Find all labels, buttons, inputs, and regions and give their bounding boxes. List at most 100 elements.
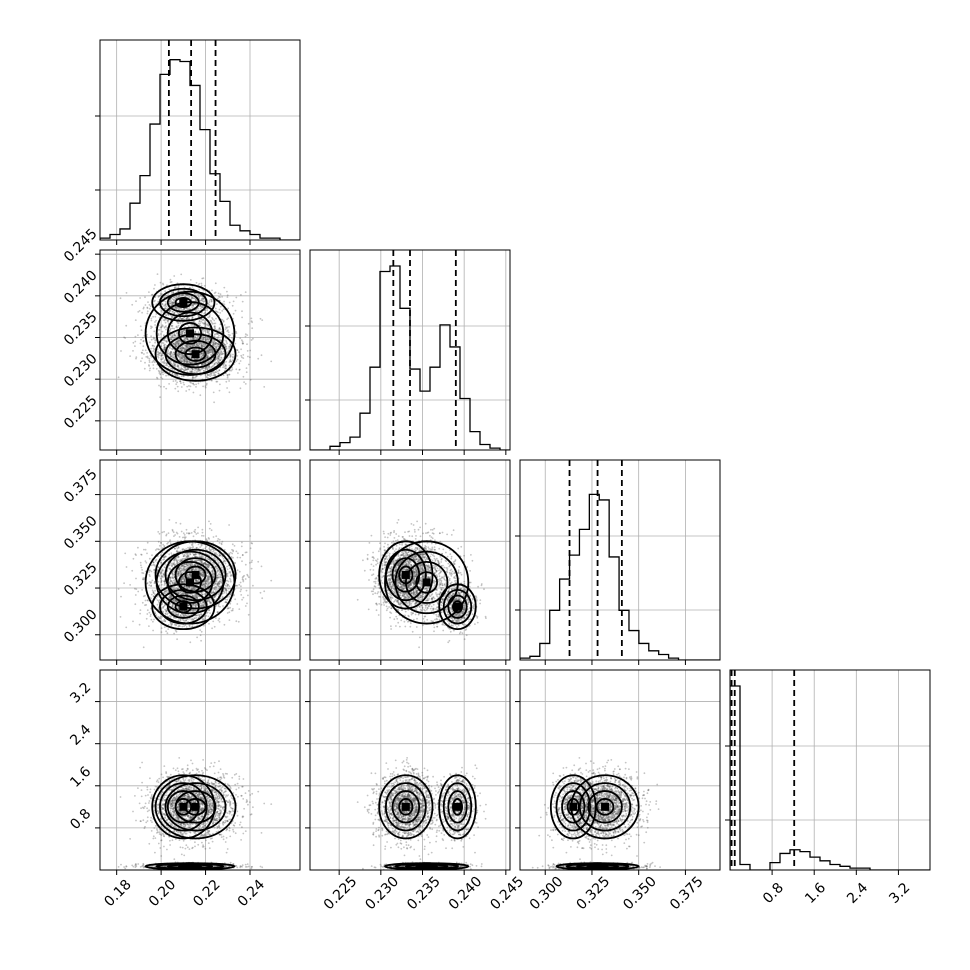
y-tick-label: 0.240 [61,268,101,308]
sample-point [190,532,193,534]
sample-point [186,555,189,558]
sample-point [146,613,149,615]
sample-point [192,377,194,379]
sample-point [189,546,191,549]
sample-point [142,578,144,581]
sample-point [163,348,166,351]
sample-point [181,347,184,349]
sample-point [188,355,191,358]
sample-point [177,296,180,298]
sample-point [153,330,156,333]
sample-point [214,322,217,325]
sample-point [142,340,145,342]
sample-point [201,555,204,558]
sample-point [207,374,210,376]
sample-point [261,319,264,321]
sample-point [206,585,208,588]
sample-point [182,592,185,595]
sample-point [211,571,214,573]
sample-point [182,355,185,358]
sample-point [187,303,189,305]
sample-point [228,391,231,394]
sample-point [191,316,194,319]
sample-point [190,575,192,577]
sample-point [170,624,173,627]
sample-point [179,566,181,569]
sample-point [158,372,161,374]
sample-point [229,358,232,361]
sample-point [201,299,204,302]
sample-point [215,586,218,588]
sample-point [219,305,222,308]
sample-point [152,360,155,362]
sample-point [214,343,217,345]
sample-point [207,361,210,364]
sample-point [184,367,187,370]
sample-point [206,577,208,580]
sample-point [219,352,222,354]
sample-point [190,323,192,326]
sample-point [179,625,181,628]
sample-point [160,554,162,556]
sample-point [163,362,166,365]
sample-point [221,353,223,356]
sample-point [211,352,214,354]
sample-point [163,346,166,349]
sample-point [236,349,239,351]
sample-point [212,575,215,577]
sample-point [186,316,189,319]
sample-point [220,353,223,356]
sample-point [172,302,174,304]
sample-point [176,307,179,310]
sample-point [191,348,194,351]
sample-point [225,326,227,329]
sample-point [211,365,214,367]
sample-point [171,573,174,576]
sample-point [183,348,186,351]
sample-point [213,335,216,338]
sample-point [189,573,191,575]
sample-point [212,351,215,354]
sample-point [149,305,152,308]
sample-point [195,281,198,284]
sample-point [193,357,195,360]
sample-point [151,361,154,364]
sample-point [200,639,203,642]
sample-point [165,313,167,316]
sample-point [218,356,221,359]
sample-point [180,330,183,333]
sample-point [240,588,243,591]
sample-point [151,326,153,328]
sample-point [242,375,245,378]
sample-point [135,357,137,360]
sample-point [181,294,183,297]
sample-point [232,356,235,359]
sample-point [215,317,217,320]
sample-point [186,564,189,567]
sample-point [203,601,205,604]
sample-point [218,369,221,372]
sample-point [231,609,234,612]
sample-point [195,553,198,556]
sample-point [207,348,210,351]
sample-point [187,554,190,557]
sample-point [185,614,188,617]
sample-point [132,350,134,352]
sample-point [182,375,185,378]
sample-point [139,609,142,611]
axes-frame [309,249,511,451]
sample-point [203,322,206,324]
sample-point [150,327,152,330]
sample-point [152,592,155,595]
sample-point [181,294,184,297]
sample-point [143,367,146,370]
sample-point [119,297,122,300]
sample-point [223,559,226,562]
sample-point [237,552,239,555]
sample-point [172,570,174,573]
sample-point [218,355,220,358]
sample-point [199,368,202,371]
sample-point [220,543,223,546]
sample-point [146,312,149,315]
sample-point [180,571,182,574]
